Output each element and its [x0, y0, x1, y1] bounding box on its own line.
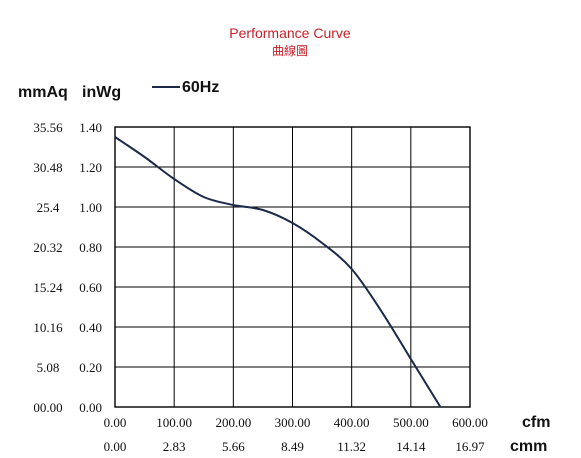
- y-tick-label-inwg: 1.40: [79, 120, 102, 135]
- y-tick-label-mmaq: 10.16: [33, 320, 63, 335]
- y-tick-label-inwg: 1.00: [79, 200, 102, 215]
- y-tick-label-mmaq: 5.08: [37, 360, 60, 375]
- x-tick-label-cfm: 200.00: [215, 415, 251, 430]
- y-tick-label-inwg: 0.80: [79, 240, 102, 255]
- x-tick-label-cmm: 8.49: [281, 439, 304, 454]
- x-tick-label-cmm: 16.97: [455, 439, 485, 454]
- legend-label-60hz: 60Hz: [182, 79, 219, 96]
- x-tick-label-cfm: 400.00: [334, 415, 370, 430]
- x-tick-label-cfm: 600.00: [452, 415, 488, 430]
- x-tick-label-cfm: 100.00: [156, 415, 192, 430]
- x-tick-label-cmm: 11.32: [337, 439, 366, 454]
- y-tick-label-inwg: 0.20: [79, 360, 102, 375]
- x-tick-label-cfm: 300.00: [275, 415, 311, 430]
- left-axis-unit-label: mmAq: [18, 84, 68, 101]
- y-tick-label-mmaq: 30.48: [33, 160, 62, 175]
- right-axis-unit-label: inWg: [82, 84, 121, 101]
- x-axis-unit-cmm: cmm: [510, 438, 547, 455]
- series-line-60hz: [114, 136, 442, 408]
- x-tick-label-cfm: 0.00: [104, 415, 127, 430]
- x-axis-unit-cfm: cfm: [522, 414, 550, 431]
- y-tick-label-mmaq: 35.56: [33, 120, 63, 135]
- x-tick-label-cmm: 2.83: [163, 439, 186, 454]
- y-tick-label-mmaq: 25.4: [37, 200, 60, 215]
- chart-title: Performance Curve: [229, 25, 351, 41]
- x-tick-label-cmm: 14.14: [396, 439, 426, 454]
- x-tick-label-cmm: 0.00: [104, 439, 127, 454]
- y-tick-label-inwg: 0.40: [79, 320, 102, 335]
- chart-subtitle: 曲線圖: [272, 43, 308, 58]
- x-tick-label-cmm: 5.66: [222, 439, 245, 454]
- y-tick-label-mmaq: 00.00: [33, 400, 62, 415]
- y-tick-label-inwg: 1.20: [79, 160, 102, 175]
- plot-frame: [114, 126, 471, 408]
- y-tick-label-inwg: 0.60: [79, 280, 102, 295]
- grid: [115, 127, 470, 407]
- x-tick-label-cfm: 500.00: [393, 415, 429, 430]
- tick-labels: 0.00 100.00 200.00 300.00 400.00 500.00 600.00…: [33, 120, 488, 454]
- y-tick-label-mmaq: 20.32: [33, 240, 62, 255]
- y-tick-label-mmaq: 15.24: [33, 280, 63, 295]
- y-tick-label-inwg: 0.00: [79, 400, 102, 415]
